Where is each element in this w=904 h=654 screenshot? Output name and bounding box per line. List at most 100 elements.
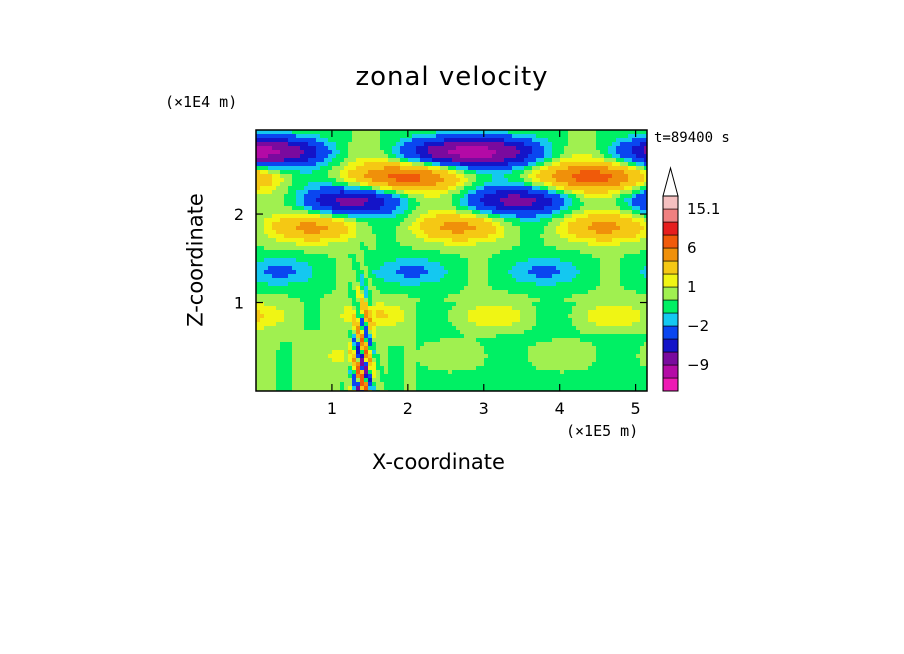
field-cell xyxy=(316,322,320,326)
field-cell xyxy=(572,318,576,322)
field-cell xyxy=(392,194,396,198)
field-cell xyxy=(384,306,388,310)
field-cell xyxy=(468,290,472,294)
field-cell xyxy=(256,182,260,186)
field-cell xyxy=(288,318,292,322)
field-cell xyxy=(596,330,600,334)
field-cell xyxy=(324,298,328,302)
field-cell xyxy=(612,174,616,178)
field-cell xyxy=(424,134,428,138)
field-cell xyxy=(492,254,496,258)
field-cell xyxy=(432,286,436,290)
field-cell xyxy=(512,190,516,194)
field-cell xyxy=(496,290,500,294)
field-cell xyxy=(388,262,392,266)
field-cell xyxy=(260,158,264,162)
field-cell xyxy=(416,206,420,210)
field-cell xyxy=(368,186,372,190)
field-cell xyxy=(636,274,640,278)
field-cell xyxy=(576,262,580,266)
field-cell xyxy=(324,166,328,170)
field-cell xyxy=(456,130,460,134)
field-cell xyxy=(572,278,576,282)
field-cell xyxy=(264,186,268,190)
field-cell xyxy=(516,230,520,234)
field-cell xyxy=(620,170,624,174)
field-cell xyxy=(564,226,568,230)
field-cell xyxy=(544,198,548,202)
field-cell xyxy=(632,246,636,250)
field-cell xyxy=(392,214,396,218)
field-cell xyxy=(288,166,292,170)
field-cell xyxy=(448,314,452,318)
field-cell xyxy=(308,246,312,250)
field-cell xyxy=(440,198,444,202)
field-cell xyxy=(364,262,368,266)
field-cell xyxy=(296,270,300,274)
field-cell xyxy=(308,294,312,298)
field-cell xyxy=(432,162,436,166)
field-cell xyxy=(524,294,528,298)
field-cell xyxy=(284,302,288,306)
field-cell xyxy=(432,242,436,246)
field-cell xyxy=(544,266,548,270)
field-cell xyxy=(292,246,296,250)
field-cell xyxy=(304,150,308,154)
field-cell xyxy=(636,218,640,222)
field-cell xyxy=(580,158,584,162)
field-cell xyxy=(504,294,508,298)
field-cell xyxy=(560,266,564,270)
field-cell xyxy=(372,234,376,238)
field-cell xyxy=(360,154,364,158)
field-cell xyxy=(336,186,340,190)
field-cell xyxy=(504,194,508,198)
field-cell xyxy=(376,314,380,318)
field-cell xyxy=(400,250,404,254)
field-cell xyxy=(416,282,420,286)
field-cell xyxy=(448,130,452,134)
field-cell xyxy=(640,202,644,206)
field-cell xyxy=(628,146,632,150)
field-cell xyxy=(560,274,564,278)
field-cell xyxy=(488,294,492,298)
field-cell xyxy=(284,250,288,254)
field-cell xyxy=(380,234,384,238)
field-cell xyxy=(628,218,632,222)
field-cell xyxy=(624,250,628,254)
field-cell xyxy=(368,162,372,166)
field-cell xyxy=(608,322,612,326)
field-cell xyxy=(392,226,396,230)
field-cell xyxy=(484,186,488,190)
field-cell xyxy=(456,290,460,294)
field-cell xyxy=(628,130,632,134)
field-cell xyxy=(600,258,604,262)
field-cell xyxy=(460,194,464,198)
field-cell xyxy=(440,314,444,318)
field-cell xyxy=(548,162,552,166)
field-cell xyxy=(372,266,376,270)
field-cell xyxy=(300,182,304,186)
field-cell xyxy=(380,290,384,294)
field-cell xyxy=(600,234,604,238)
field-cell xyxy=(356,202,360,206)
field-cell xyxy=(296,146,300,150)
field-cell xyxy=(292,222,296,226)
field-cell xyxy=(460,146,464,150)
field-cell xyxy=(624,178,628,182)
field-cell xyxy=(268,294,272,298)
field-cell xyxy=(468,214,472,218)
field-cell xyxy=(476,246,480,250)
field-cell xyxy=(564,250,568,254)
field-cell xyxy=(500,242,504,246)
field-cell xyxy=(440,234,444,238)
field-cell xyxy=(328,266,332,270)
field-cell xyxy=(468,162,472,166)
field-cell xyxy=(260,222,264,226)
field-cell xyxy=(616,138,620,142)
field-cell xyxy=(360,234,364,238)
field-cell xyxy=(520,170,524,174)
field-cell xyxy=(500,154,504,158)
field-cell xyxy=(512,214,516,218)
field-cell xyxy=(604,214,608,218)
field-cell xyxy=(628,214,632,218)
